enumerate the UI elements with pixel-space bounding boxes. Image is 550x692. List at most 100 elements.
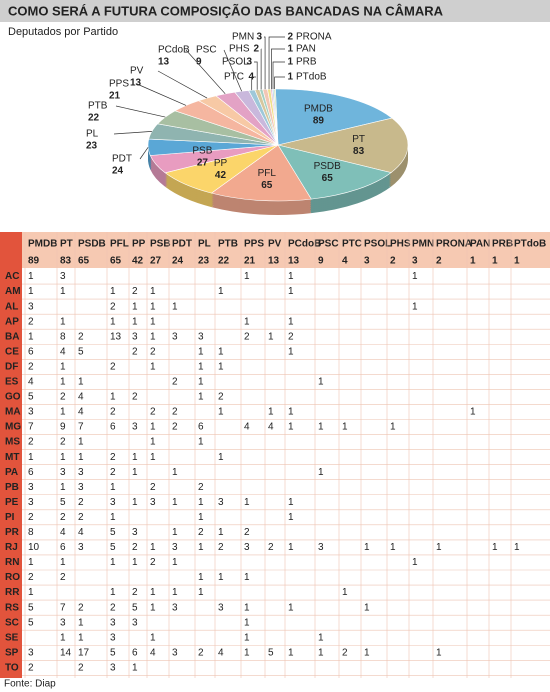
table-cell: 1 <box>110 316 116 327</box>
table-cell: 1 <box>60 632 66 643</box>
column-header: PMDB <box>28 239 57 250</box>
pie-slice <box>277 117 409 173</box>
table-cell: 17 <box>78 647 90 658</box>
table-cell: 2 <box>78 497 84 508</box>
table-cell: 1 <box>28 557 34 568</box>
table-cell: 1 <box>198 572 204 583</box>
table-cell: 1 <box>172 557 178 568</box>
table-cell: 3 <box>78 482 84 493</box>
table-cell: 2 <box>60 392 66 403</box>
pie-value: 23 <box>86 141 98 152</box>
pie-label: PTdoB <box>296 72 327 83</box>
column-total: 3 <box>412 256 418 267</box>
table-cell: 4 <box>218 647 224 658</box>
table-cell: 1 <box>198 587 204 598</box>
table-cell: 1 <box>150 316 156 327</box>
table-cell: 1 <box>150 361 156 372</box>
leader-line <box>251 76 256 91</box>
pie-label: PP <box>214 158 228 169</box>
state-label: GO <box>5 392 21 403</box>
state-label: BA <box>5 331 19 342</box>
table-cell: 5 <box>110 527 116 538</box>
column-total: 4 <box>342 256 348 267</box>
column-header: PSC <box>318 239 339 250</box>
state-label: PE <box>5 497 19 508</box>
column-header: PTdoB <box>514 239 546 250</box>
table-cell: 2 <box>110 361 116 372</box>
table-cell: 1 <box>132 557 138 568</box>
table-cell: 2 <box>110 467 116 478</box>
table-cell: 1 <box>318 647 324 658</box>
table-cell: 7 <box>60 602 66 613</box>
table-cell: 3 <box>218 497 224 508</box>
leader-line <box>115 105 166 118</box>
table-cell: 1 <box>436 542 442 553</box>
pie-label: PFL <box>258 168 277 179</box>
column-header: PFL <box>110 239 129 250</box>
table-cell: 3 <box>78 467 84 478</box>
table-cell: 1 <box>110 482 116 493</box>
column-header: PL <box>198 239 211 250</box>
table-cell: 3 <box>60 467 66 478</box>
table-cell: 2 <box>60 572 66 583</box>
table-cell: 1 <box>268 331 274 342</box>
table-cell: 2 <box>132 392 138 403</box>
table-cell: 2 <box>132 286 138 297</box>
table-cell: 1 <box>198 392 204 403</box>
table-cell: 4 <box>78 407 84 418</box>
column-header: PRB <box>492 239 513 250</box>
pie-value: 42 <box>215 170 227 181</box>
table-cell: 1 <box>132 497 138 508</box>
table-cell: 2 <box>150 482 156 493</box>
table-cell: 3 <box>132 331 138 342</box>
table-cell: 2 <box>288 331 294 342</box>
table-cell: 5 <box>28 617 34 628</box>
table-cell: 2 <box>198 647 204 658</box>
table-cell: 3 <box>110 617 116 628</box>
table-cell: 1 <box>110 587 116 598</box>
table-cell: 1 <box>78 632 84 643</box>
pie-label: PRONA <box>296 32 332 43</box>
pie-label: PTC <box>224 72 244 83</box>
column-header: PSB <box>150 239 171 250</box>
column-total: 23 <box>198 256 210 267</box>
table-cell: 2 <box>150 407 156 418</box>
table-cell: 1 <box>60 286 66 297</box>
table-cell: 1 <box>60 407 66 418</box>
column-total: 1 <box>470 256 476 267</box>
column-header: PCdoB <box>288 239 321 250</box>
table-cell: 3 <box>172 542 178 553</box>
table-cell: 3 <box>172 331 178 342</box>
table-cell: 1 <box>412 271 418 282</box>
column-header: PP <box>132 239 146 250</box>
table-cell: 1 <box>78 617 84 628</box>
column-total: 27 <box>150 256 162 267</box>
table-cell: 4 <box>268 422 274 433</box>
table-cell: 5 <box>132 602 138 613</box>
column-header: PMN <box>412 239 434 250</box>
table-cell: 3 <box>60 271 66 282</box>
state-label: PR <box>5 527 20 538</box>
column-header: PRONA <box>436 239 472 250</box>
table-cell: 1 <box>110 557 116 568</box>
table-cell: 1 <box>244 271 250 282</box>
table-cell: 1 <box>244 497 250 508</box>
column-total: 65 <box>78 256 90 267</box>
table-cell: 1 <box>288 512 294 523</box>
table-cell: 1 <box>28 452 34 463</box>
column-header: PAN <box>470 239 490 250</box>
table-cell: 3 <box>28 301 34 312</box>
table-cell: 1 <box>364 647 370 658</box>
table-cell: 1 <box>436 647 442 658</box>
table-cell: 3 <box>150 497 156 508</box>
table-cell: 2 <box>28 662 34 673</box>
table-cell: 1 <box>364 542 370 553</box>
table-cell: 1 <box>150 542 156 553</box>
table-cell: 3 <box>110 497 116 508</box>
table-cell: 2 <box>132 346 138 357</box>
table-cell: 2 <box>110 301 116 312</box>
table-cell: 4 <box>78 527 84 538</box>
table-cell: 2 <box>28 512 34 523</box>
table-cell: 3 <box>60 617 66 628</box>
